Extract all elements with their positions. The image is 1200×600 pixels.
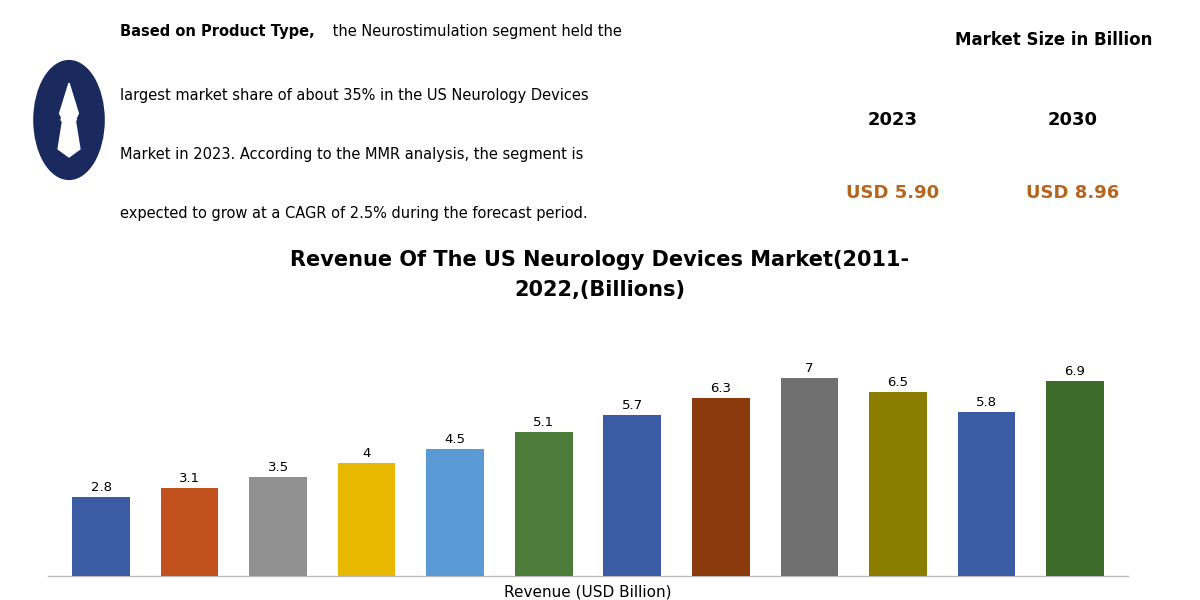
Bar: [780, 379, 838, 576]
Text: Market in 2023. According to the MMR analysis, the segment is: Market in 2023. According to the MMR ana…: [120, 147, 583, 162]
Text: 4: 4: [362, 446, 371, 460]
Polygon shape: [58, 83, 80, 157]
Bar: [1046, 381, 1104, 576]
Text: 4.5: 4.5: [445, 433, 466, 446]
Bar: [692, 398, 750, 576]
Bar: [426, 449, 484, 576]
Bar: [958, 412, 1015, 576]
Text: 7: 7: [805, 362, 814, 375]
Bar: [515, 432, 572, 576]
Text: 3.1: 3.1: [179, 472, 200, 485]
Circle shape: [34, 61, 104, 179]
Text: 2.8: 2.8: [91, 481, 112, 494]
Text: 2030: 2030: [1048, 110, 1098, 128]
Bar: [604, 415, 661, 576]
Text: 6.9: 6.9: [1064, 365, 1085, 378]
Text: ♦: ♦: [55, 108, 83, 137]
Text: the Neurostimulation segment held the: the Neurostimulation segment held the: [328, 24, 622, 39]
Text: Market Size in Billion: Market Size in Billion: [955, 31, 1152, 49]
Text: USD 8.96: USD 8.96: [1026, 184, 1120, 202]
Text: 5.7: 5.7: [622, 398, 643, 412]
Text: 5.8: 5.8: [976, 396, 997, 409]
Text: USD 5.90: USD 5.90: [846, 184, 940, 202]
Text: 6.3: 6.3: [710, 382, 731, 395]
Bar: [161, 488, 218, 576]
Text: Revenue Of The US Neurology Devices Market(2011-
2022,(Billions): Revenue Of The US Neurology Devices Mark…: [290, 250, 910, 300]
X-axis label: Revenue (USD Billion): Revenue (USD Billion): [504, 584, 672, 599]
Text: 3.5: 3.5: [268, 461, 289, 474]
Text: 6.5: 6.5: [887, 376, 908, 389]
Text: largest market share of about 35% in the US Neurology Devices: largest market share of about 35% in the…: [120, 88, 589, 103]
Text: Based on Product Type,: Based on Product Type,: [120, 24, 314, 39]
Text: expected to grow at a CAGR of 2.5% during the forecast period.: expected to grow at a CAGR of 2.5% durin…: [120, 206, 588, 221]
Bar: [72, 497, 130, 576]
Bar: [869, 392, 926, 576]
Text: 2023: 2023: [868, 110, 918, 128]
Text: 5.1: 5.1: [533, 416, 554, 428]
Bar: [250, 477, 307, 576]
Bar: [338, 463, 396, 576]
